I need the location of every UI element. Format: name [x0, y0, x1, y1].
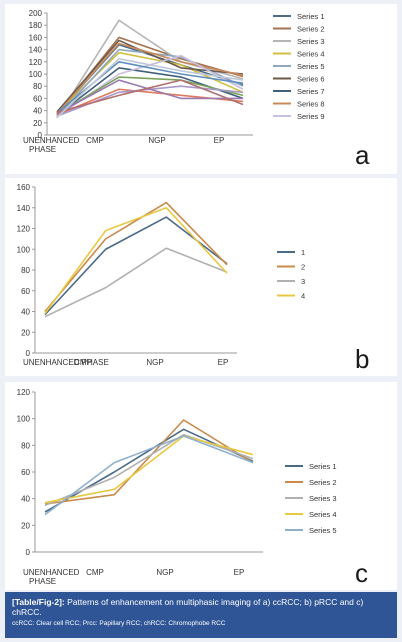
x-tick-label: NGP	[148, 136, 165, 145]
y-tick-label: 200	[29, 9, 43, 18]
legend-label: Series 6	[297, 75, 325, 84]
caption-main: [Table/Fig-2]: Patterns of enhancement o…	[12, 597, 390, 617]
legend-label: 2	[301, 263, 305, 272]
legend-label: Series 4	[309, 510, 337, 519]
y-tick-label: 60	[33, 94, 42, 103]
y-tick-label: 100	[29, 70, 43, 79]
legend-label: Series 5	[309, 526, 337, 535]
caption-text: Patterns of enhancement on multiphasic i…	[12, 597, 364, 617]
legend-label: Series 4	[297, 50, 325, 59]
y-tick-label: 180	[29, 21, 43, 30]
y-tick-label: 120	[17, 388, 31, 397]
series-line	[44, 206, 228, 315]
series-line	[44, 216, 228, 316]
x-tick-label: EP	[218, 358, 229, 367]
series-line	[56, 57, 244, 118]
series-line	[44, 435, 254, 504]
chart-panel-b: 0 20 40 60 80 100 120 140 160 UNENHANCED PHASE CMP…	[5, 178, 397, 376]
series-line	[44, 435, 254, 516]
y-tick-label: 100	[17, 245, 31, 254]
y-tick-label: 60	[21, 468, 30, 477]
y-tick-label: 80	[21, 441, 30, 450]
y-tick-label: 20	[21, 521, 30, 530]
chart-b-svg: 0 20 40 60 80 100 120 140 160 UNENHANCED PHASECMP…	[17, 183, 306, 367]
chart-panel-c: 0 20 40 60 80 100 120 UNENHANCED PHASE CMP NGP EP Se…	[5, 382, 397, 590]
legend-label: Series 1	[297, 12, 325, 21]
legend-label: Series 5	[297, 62, 325, 71]
caption-note: ccRCC: Clear cell RCC; Prcc: Papillary R…	[12, 620, 226, 627]
y-tick-label: 120	[29, 58, 43, 67]
y-tick-label: 0	[26, 548, 31, 557]
caption-label: [Table/Fig-2]:	[12, 597, 65, 607]
y-tick-label: 40	[21, 495, 30, 504]
series-line	[56, 42, 244, 115]
y-tick-label: 40	[33, 107, 42, 116]
panel-letter-c: c	[355, 558, 368, 588]
series-line	[44, 433, 254, 507]
x-tick-label: CMP	[74, 358, 92, 367]
legend-label: 3	[301, 277, 305, 286]
series-line	[44, 419, 254, 505]
legend-label: Series 8	[297, 100, 325, 109]
panel-letter-b: b	[355, 344, 370, 374]
legend-label: Series 2	[297, 25, 325, 34]
x-tick-label: CMP	[86, 136, 104, 145]
legend-label: Series 1	[309, 462, 337, 471]
x-tick-label: NGP	[146, 358, 163, 367]
series-line	[44, 247, 228, 318]
x-tick-label: PHASE	[29, 577, 56, 586]
y-tick-label: 100	[17, 415, 31, 424]
y-tick-label: 0	[38, 131, 43, 140]
y-tick-label: 60	[21, 287, 30, 296]
legend-label: 1	[301, 248, 305, 257]
x-tick-label: EP	[234, 568, 245, 577]
legend-label: Series 7	[297, 87, 325, 96]
figure-caption: [Table/Fig-2]: Patterns of enhancement o…	[5, 592, 397, 638]
chart-a-svg: 0 20 40 60 80 100 120 140 160 180 200 UNENHANCEDPHA…	[23, 9, 325, 154]
chart-panel-a: 0 20 40 60 80 100 120 140 160 180 200 UNENHANCED PHA…	[5, 4, 397, 174]
series-line	[56, 79, 244, 114]
series-line	[56, 79, 243, 115]
panel-letter-a: a	[355, 140, 370, 170]
y-tick-label: 40	[21, 308, 30, 317]
y-tick-label: 0	[26, 349, 31, 358]
x-tick-label: NGP	[156, 568, 173, 577]
y-tick-label: 80	[33, 82, 42, 91]
legend-label: 4	[301, 292, 305, 301]
legend-label: Series 9	[297, 112, 325, 121]
x-tick-label: UNENHANCED	[23, 568, 80, 577]
legend-label: Series 3	[309, 494, 337, 503]
x-tick-label: EP	[214, 136, 225, 145]
y-tick-label: 160	[17, 183, 31, 192]
y-tick-label: 20	[33, 119, 42, 128]
legend-label: Series 2	[309, 478, 337, 487]
series-line	[56, 76, 244, 115]
y-tick-label: 120	[17, 225, 31, 234]
x-tick-label: UNENHANCED PHASE	[23, 358, 109, 367]
y-tick-label: 20	[21, 328, 30, 337]
legend-label: Series 3	[297, 37, 325, 46]
series-line	[44, 201, 228, 313]
y-tick-label: 80	[21, 266, 30, 275]
x-tick-label: CMP	[86, 568, 104, 577]
y-tick-label: 140	[17, 204, 31, 213]
series-line	[56, 39, 244, 113]
x-tick-label: PHASE	[29, 145, 56, 154]
y-tick-label: 140	[29, 46, 43, 55]
y-tick-label: 160	[29, 33, 43, 42]
x-tick-label: UNENHANCED	[23, 136, 80, 145]
